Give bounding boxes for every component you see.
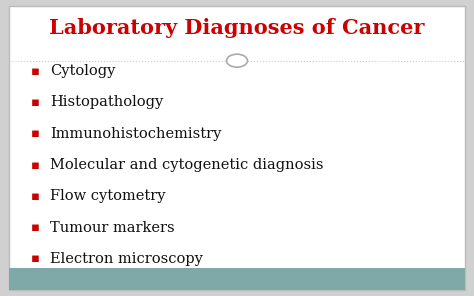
Text: ▪: ▪ [31,159,40,171]
Text: ▪: ▪ [31,96,40,109]
Text: Cytology: Cytology [50,64,115,78]
Text: Flow cytometry: Flow cytometry [50,189,165,203]
Text: Tumour markers: Tumour markers [50,221,174,235]
Circle shape [227,54,247,67]
Text: Electron microscopy: Electron microscopy [50,252,203,266]
Text: Molecular and cytogenetic diagnosis: Molecular and cytogenetic diagnosis [50,158,323,172]
FancyBboxPatch shape [9,268,465,290]
Text: ▪: ▪ [31,190,40,203]
Text: ▪: ▪ [31,65,40,78]
Text: ▪: ▪ [31,221,40,234]
Text: Immunohistochemistry: Immunohistochemistry [50,127,221,141]
Text: ▪: ▪ [31,252,40,266]
FancyBboxPatch shape [9,6,465,290]
Text: Laboratory Diagnoses of Cancer: Laboratory Diagnoses of Cancer [49,18,425,38]
Text: Histopathology: Histopathology [50,95,163,109]
Text: ▪: ▪ [31,127,40,140]
